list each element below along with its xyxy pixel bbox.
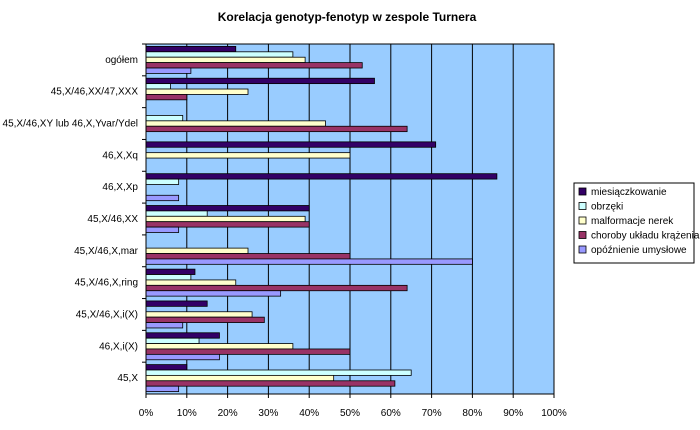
bar-malformacje-nerek [145, 88, 249, 95]
bar-miesiączkowanie [145, 300, 208, 307]
bar-opóźnienie-umysłowe [145, 385, 180, 392]
x-tick-label: 100% [541, 408, 567, 419]
category-label: 45,X/46,XY lub 46,X,Yvar/Ydel [3, 119, 138, 130]
bar-opóźnienie-umysłowe [145, 226, 180, 233]
bar-opóźnienie-umysłowe [145, 67, 192, 74]
category-label: 45,X/46,X,i(X) [76, 309, 138, 320]
bar-obrzęki [145, 178, 180, 185]
bar-miesiączkowanie [145, 364, 188, 371]
legend-swatch [578, 245, 587, 254]
bar-opóźnienie-umysłowe [145, 258, 473, 265]
category-label: 45,X/46,XX [87, 214, 138, 225]
bar-malformacje-nerek [145, 311, 253, 318]
bar-miesiączkowanie [145, 268, 196, 275]
bars [145, 46, 498, 392]
bar-opóźnienie-umysłowe [145, 353, 220, 361]
bar-obrzęki [145, 274, 192, 281]
x-tick-label: 20% [218, 408, 238, 419]
legend-swatch [578, 231, 587, 239]
bar-miesiączkowanie [145, 173, 498, 180]
x-tick-label: 10% [177, 408, 197, 419]
category-label: 45,X [117, 373, 138, 384]
bar-obrzęki [145, 337, 200, 344]
legend-label: miesiączkowanie [591, 187, 667, 198]
x-tick-labels: 0% 10% 20% 30% 40% 50% 60% 70% 80% 90% 100% [139, 394, 567, 419]
legend-swatch [578, 202, 587, 210]
bar-malformacje-nerek [145, 343, 294, 350]
bar-miesiączkowanie [145, 332, 220, 339]
legend-label: malformacje nerek [591, 216, 674, 227]
legend: miesiączkowanie obrzęki malformacje nerek c… [573, 182, 700, 264]
bar-malformacje-nerek [145, 247, 249, 254]
bar-miesiączkowanie [145, 205, 310, 212]
bar-choroby-układu-krążenia [145, 284, 408, 292]
plot-border [145, 43, 555, 395]
x-tick-label: 60% [381, 408, 401, 419]
legend-label: obrzęki [591, 202, 623, 213]
bar-malformacje-nerek [145, 120, 326, 127]
x-tick-label: 0% [139, 408, 154, 419]
bar-opóźnienie-umysłowe [145, 322, 184, 329]
bar-obrzęki [145, 369, 412, 376]
category-label: 46,X,Xq [102, 150, 138, 161]
bar-choroby-układu-krążenia [145, 253, 351, 260]
bar-choroby-układu-krążenia [145, 380, 396, 387]
bar-choroby-układu-krążenia [145, 348, 351, 355]
category-label: 45,X/46,X,mar [74, 246, 139, 257]
bar-opóźnienie-umysłowe [145, 194, 180, 202]
x-tick-label: 70% [422, 408, 442, 419]
bar-opóźnienie-umysłowe [145, 290, 282, 297]
category-label: 45,X/46,X,ring [75, 278, 138, 289]
bar-malformacje-nerek [145, 152, 351, 159]
bar-choroby-układu-krążenia [145, 125, 408, 133]
bar-obrzęki [145, 83, 171, 90]
bar-choroby-układu-krążenia [145, 94, 188, 101]
bar-obrzęki [145, 210, 208, 217]
legend-box [573, 182, 695, 264]
legend-label: opóźnienie umysłowe [591, 245, 687, 256]
x-tick-label: 30% [258, 408, 278, 419]
bar-obrzęki [145, 115, 184, 122]
bar-malformacje-nerek [145, 56, 306, 64]
legend-swatch [578, 187, 587, 196]
bar-malformacje-nerek [145, 215, 306, 223]
legend-swatch [578, 216, 587, 225]
bar-miesiączkowanie [145, 141, 437, 148]
bar-miesiączkowanie [145, 77, 375, 85]
category-label: 45,X/46,XX/47,XXX [51, 87, 139, 98]
x-tick-label: 90% [503, 408, 523, 419]
bar-choroby-układu-krążenia [145, 221, 310, 228]
x-tick-label: 50% [340, 408, 360, 419]
chart-title: Korelacja genotyp-fenotyp w zespole Turn… [218, 10, 477, 24]
bar-miesiączkowanie [145, 46, 237, 53]
bar-obrzęki [145, 51, 294, 58]
bar-malformacje-nerek [145, 374, 335, 382]
legend-label: choroby układu krążenia [591, 231, 700, 242]
category-label: 46,X,i(X) [99, 341, 138, 352]
bar-choroby-układu-krążenia [145, 316, 265, 323]
bar-malformacje-nerek [145, 279, 237, 286]
x-tick-label: 80% [462, 408, 482, 419]
category-label: ogółem [105, 55, 138, 66]
x-tick-label: 40% [299, 408, 319, 419]
category-label: 46,X,Xp [102, 182, 138, 193]
bar-choroby-układu-krążenia [145, 62, 363, 69]
category-labels: ogółem 45,X/46,XX/47,XXX 45,X/46,XY lub 46… [3, 43, 146, 384]
